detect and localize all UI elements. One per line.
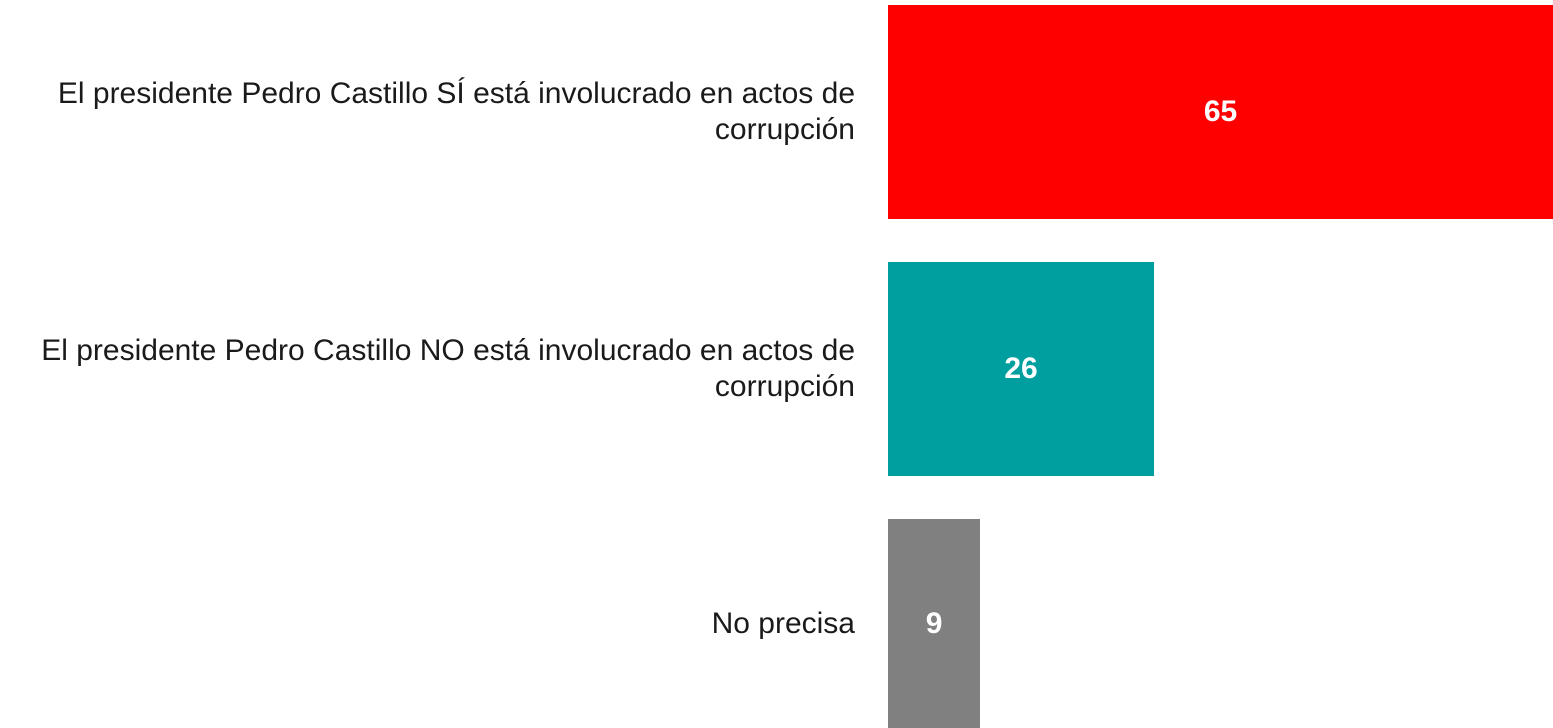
bar: [888, 5, 1553, 219]
category-label: El presidente Pedro Castillo NO está inv…: [41, 334, 855, 403]
value-label: 26: [1004, 352, 1038, 385]
bar: [888, 519, 981, 728]
category-label: El presidente Pedro Castillo SÍ está inv…: [57, 77, 855, 146]
value-label: 65: [1203, 95, 1238, 128]
category-label: No precisa: [711, 606, 855, 640]
value-label: 9: [925, 606, 943, 640]
bar: [888, 262, 1154, 476]
